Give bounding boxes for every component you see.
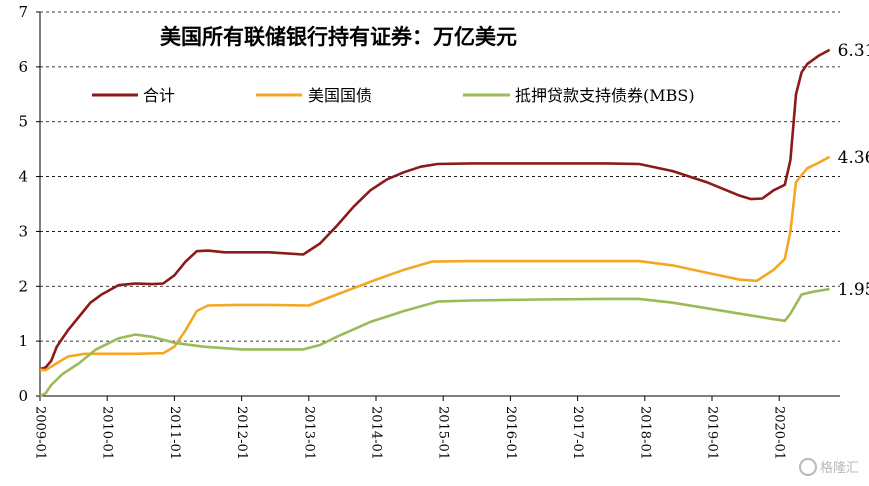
y-tick-label: 2 (18, 277, 28, 295)
watermark-text: 格隆汇 (820, 460, 859, 476)
series-line-treasury (39, 155, 831, 372)
end-label-treasury: 4.36 (838, 148, 869, 168)
x-tick-label: 2009-01 (33, 406, 48, 460)
y-tick-label: 3 (18, 222, 28, 240)
legend-item-treasury: 美国国债 (256, 86, 372, 105)
x-tick-label: 2017-01 (570, 406, 585, 460)
y-tick-label: 4 (18, 168, 28, 186)
chart-title: 美国所有联储银行持有证券：万亿美元 (160, 24, 517, 49)
x-tick-label: 2016-01 (503, 406, 518, 460)
y-tick-label: 7 (18, 3, 28, 21)
x-tick-label: 2020-01 (772, 406, 787, 460)
watermark-logo-icon (799, 458, 817, 476)
y-axis-ticks: 0 1 2 3 4 5 6 7 (18, 3, 28, 405)
x-tick-label: 2015-01 (436, 406, 451, 460)
x-tick-label: 2010-01 (100, 406, 115, 460)
end-label-total: 6.31 (838, 41, 869, 61)
x-tick-label: 2012-01 (234, 406, 249, 460)
axes (36, 11, 840, 401)
legend-label-total: 合计 (143, 86, 175, 105)
watermark: 格隆汇 (799, 458, 859, 476)
y-tick-label: 0 (18, 387, 28, 405)
legend-item-mbs: 抵押贷款支持债券(MBS) (463, 86, 695, 105)
x-axis-ticks: 2009-01 2010-01 2011-01 2012-01 2013-01 2014-… (33, 406, 787, 460)
legend-label-treasury: 美国国债 (308, 86, 372, 105)
legend: 合计 美国国债 抵押贷款支持债券(MBS) (92, 86, 695, 105)
x-tick-label: 2011-01 (167, 406, 182, 460)
x-tick-label: 2018-01 (637, 406, 652, 460)
end-label-mbs: 1.95 (838, 280, 869, 300)
y-tick-label: 5 (18, 113, 28, 131)
end-labels: 6.31 4.36 1.95 (838, 41, 869, 300)
series-lines (39, 48, 831, 398)
y-tick-label: 1 (18, 332, 28, 350)
x-tick-label: 2014-01 (369, 406, 384, 460)
x-tick-label: 2013-01 (301, 406, 316, 460)
y-tick-label: 6 (18, 58, 28, 76)
series-line-mbs (39, 287, 830, 398)
legend-item-total: 合计 (92, 86, 175, 105)
series-line-total (39, 48, 831, 371)
legend-label-mbs: 抵押贷款支持债券(MBS) (515, 86, 695, 105)
x-tick-label: 2019-01 (705, 406, 720, 460)
grid-lines (40, 11, 840, 342)
